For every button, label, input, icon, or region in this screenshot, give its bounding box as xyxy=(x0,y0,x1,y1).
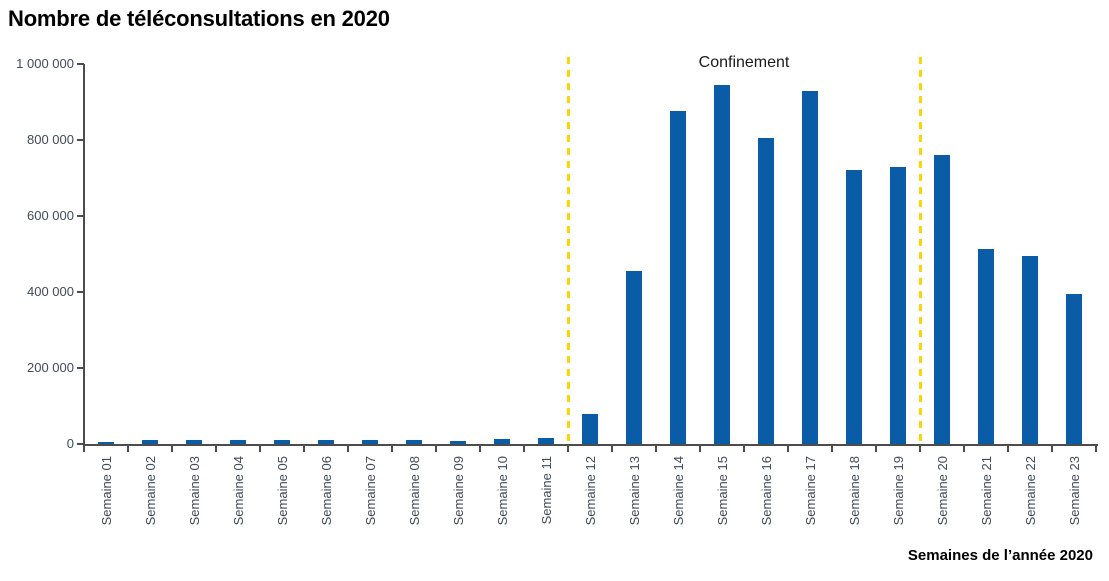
y-tick-label: 600 000 xyxy=(27,208,74,223)
bar-semaine-01 xyxy=(98,442,114,444)
x-tick xyxy=(699,445,701,452)
bar-semaine-21 xyxy=(978,249,994,444)
x-tick xyxy=(127,445,129,452)
bar-semaine-18 xyxy=(846,170,862,444)
x-tick xyxy=(303,445,305,452)
bar-semaine-16 xyxy=(758,138,774,444)
bar-semaine-14 xyxy=(670,111,686,444)
bar-semaine-12 xyxy=(582,414,598,444)
x-tick-label: Semaine 05 xyxy=(275,456,290,526)
y-tick-label: 1 000 000 xyxy=(16,56,74,71)
x-tick-label: Semaine 23 xyxy=(1067,456,1082,526)
x-tick-label: Semaine 13 xyxy=(627,456,642,526)
x-axis-line xyxy=(83,444,1098,446)
x-tick xyxy=(83,445,85,452)
y-tick xyxy=(77,63,84,65)
y-tick-label: 800 000 xyxy=(27,132,74,147)
x-tick-label: Semaine 12 xyxy=(583,456,598,526)
confinement-label: Confinement xyxy=(698,54,790,71)
bar-semaine-08 xyxy=(406,440,422,444)
bar-semaine-02 xyxy=(142,440,158,444)
bar-semaine-04 xyxy=(230,440,246,444)
x-tick xyxy=(611,445,613,452)
x-tick-label: Semaine 02 xyxy=(143,456,158,526)
bar-semaine-06 xyxy=(318,440,334,444)
bar-semaine-20 xyxy=(934,155,950,444)
x-tick-label: Semaine 15 xyxy=(715,456,730,526)
x-tick-label: Semaine 17 xyxy=(803,456,818,526)
y-tick xyxy=(77,215,84,217)
x-tick xyxy=(919,445,921,452)
x-tick xyxy=(831,445,833,452)
x-tick xyxy=(875,445,877,452)
x-tick-label: Semaine 16 xyxy=(759,456,774,526)
x-tick-label: Semaine 18 xyxy=(847,456,862,526)
x-tick xyxy=(171,445,173,452)
bar-semaine-17 xyxy=(802,91,818,444)
y-tick xyxy=(77,291,84,293)
x-axis-title: Semaines de l’année 2020 xyxy=(907,547,1093,564)
x-tick xyxy=(567,445,569,452)
x-tick xyxy=(479,445,481,452)
x-tick xyxy=(655,445,657,452)
confinement-vline xyxy=(567,57,570,444)
x-tick xyxy=(787,445,789,452)
bar-semaine-19 xyxy=(890,167,906,444)
bar-semaine-10 xyxy=(494,439,510,444)
x-tick xyxy=(523,445,525,452)
x-tick xyxy=(1007,445,1009,452)
y-tick-label: 400 000 xyxy=(27,284,74,299)
x-tick xyxy=(963,445,965,452)
y-tick-label: 200 000 xyxy=(27,360,74,375)
x-tick-label: Semaine 21 xyxy=(979,456,994,526)
x-tick xyxy=(743,445,745,452)
x-tick-label: Semaine 22 xyxy=(1023,456,1038,526)
bar-semaine-15 xyxy=(714,85,730,444)
x-tick xyxy=(259,445,261,452)
bar-semaine-13 xyxy=(626,271,642,444)
x-tick xyxy=(1051,445,1053,452)
y-tick xyxy=(77,139,84,141)
x-tick-label: Semaine 14 xyxy=(671,456,686,526)
bar-semaine-09 xyxy=(450,441,466,444)
x-tick-label: Semaine 20 xyxy=(935,456,950,526)
y-tick xyxy=(77,443,84,445)
chart-title: Nombre de téléconsultations en 2020 xyxy=(8,6,390,31)
bar-semaine-05 xyxy=(274,440,290,444)
x-tick-label: Semaine 06 xyxy=(319,456,334,526)
x-tick xyxy=(347,445,349,452)
bar-semaine-23 xyxy=(1066,294,1082,444)
x-tick-label: Semaine 01 xyxy=(99,456,114,526)
y-tick-label: 0 xyxy=(66,436,74,451)
confinement-vline xyxy=(919,57,922,444)
y-tick xyxy=(77,367,84,369)
x-tick xyxy=(435,445,437,452)
bar-semaine-11 xyxy=(538,438,554,444)
x-tick xyxy=(215,445,217,452)
bar-semaine-07 xyxy=(362,440,378,444)
x-tick-label: Semaine 09 xyxy=(451,456,466,526)
x-tick-label: Semaine 10 xyxy=(495,456,510,526)
x-tick-label: Semaine 19 xyxy=(891,456,906,526)
bar-semaine-22 xyxy=(1022,256,1038,444)
x-tick-label: Semaine 04 xyxy=(231,456,246,526)
x-tick-label: Semaine 11 xyxy=(539,456,554,525)
x-tick-label: Semaine 08 xyxy=(407,456,422,526)
x-tick-label: Semaine 07 xyxy=(363,456,378,526)
bar-semaine-03 xyxy=(186,440,202,444)
x-tick xyxy=(1095,445,1097,452)
y-axis-line xyxy=(83,64,85,445)
x-tick-label: Semaine 03 xyxy=(187,456,202,526)
x-tick xyxy=(391,445,393,452)
